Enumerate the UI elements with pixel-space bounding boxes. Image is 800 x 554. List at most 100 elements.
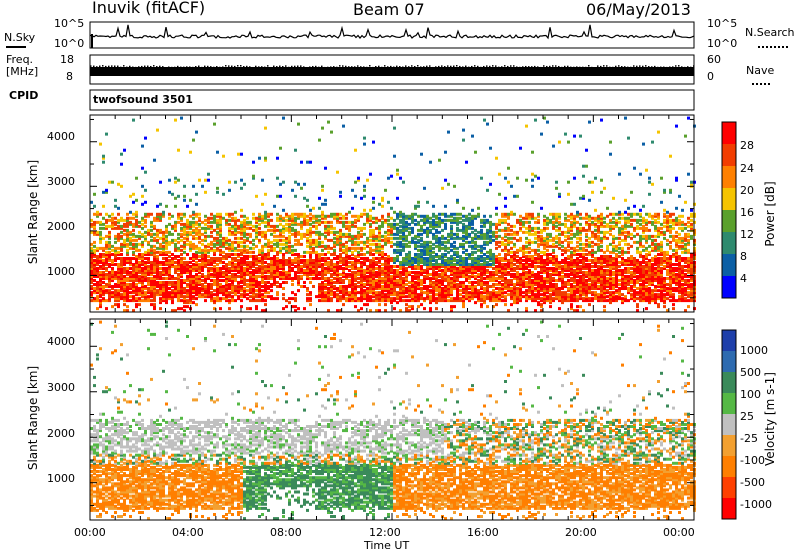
- power-pixel: [255, 232, 258, 236]
- power-pixel: [108, 275, 111, 278]
- power-pixel: [363, 226, 366, 230]
- power-pixel: [399, 295, 402, 299]
- power-pixel: [519, 277, 522, 280]
- power-pixel: [351, 214, 354, 218]
- power-pixel: [213, 259, 216, 262]
- power-pixel: [474, 236, 477, 240]
- power-pixel: [528, 291, 531, 295]
- power-pixel: [486, 242, 489, 246]
- power-pixel: [237, 295, 240, 299]
- power-pixel: [243, 291, 246, 295]
- station-title: Inuvik (fitACF): [92, 0, 206, 17]
- power-pixel: [108, 257, 111, 260]
- power-pixel: [540, 297, 543, 301]
- power-pixel: [324, 269, 327, 272]
- power-pixel: [114, 283, 117, 286]
- power-pixel: [474, 232, 477, 236]
- power-pixel: [174, 224, 177, 228]
- power-pixel: [105, 226, 108, 230]
- power-pixel: [507, 166, 510, 170]
- power-pixel: [465, 263, 468, 266]
- power-pixel: [147, 283, 150, 286]
- power-pixel: [168, 263, 171, 266]
- power-pixel: [129, 210, 132, 214]
- power-pixel: [411, 226, 414, 230]
- power-pixel: [408, 222, 411, 226]
- power-pixel: [225, 269, 228, 272]
- power-pixel: [174, 222, 177, 226]
- power-pixel: [393, 279, 396, 282]
- power-pixel: [474, 263, 477, 266]
- power-pixel: [315, 214, 318, 218]
- power-pixel: [117, 232, 120, 236]
- power-pixel: [252, 275, 255, 278]
- power-pixel: [297, 222, 300, 226]
- power-pixel: [303, 307, 306, 311]
- power-pixel: [351, 273, 354, 276]
- power-pixel: [519, 228, 522, 232]
- power-pixel: [114, 226, 117, 230]
- power-pixel: [162, 289, 165, 293]
- power-pixel: [294, 148, 297, 152]
- power-pixel: [129, 271, 132, 274]
- power-pixel: [444, 267, 447, 270]
- power-pixel: [324, 299, 327, 303]
- power-pixel: [267, 257, 270, 260]
- power-pixel: [444, 297, 447, 301]
- power-pixel: [459, 269, 462, 272]
- power-pixel: [372, 196, 375, 200]
- power-pixel: [417, 232, 420, 236]
- power-pixel: [300, 259, 303, 262]
- power-pixel: [174, 309, 177, 313]
- power-pixel: [447, 257, 450, 260]
- power-pixel: [504, 299, 507, 303]
- power-pixel: [210, 283, 213, 286]
- power-pixel: [168, 230, 171, 234]
- power-pixel: [240, 273, 243, 276]
- power-pixel: [471, 273, 474, 276]
- power-pixel: [171, 285, 174, 288]
- power-pixel: [378, 257, 381, 260]
- power-pixel: [399, 218, 402, 222]
- power-pixel: [429, 281, 432, 284]
- power-pixel: [168, 277, 171, 280]
- power-pixel: [420, 261, 423, 264]
- power-pixel: [525, 261, 528, 264]
- power-pixel: [492, 238, 495, 242]
- power-pixel: [504, 267, 507, 270]
- power-pixel: [162, 271, 165, 274]
- power-pixel: [279, 242, 282, 246]
- power-pixel: [282, 218, 285, 222]
- power-pixel: [321, 265, 324, 268]
- power-pixel: [468, 299, 471, 303]
- power-pixel: [228, 267, 231, 270]
- power-pixel: [153, 238, 156, 242]
- power-pixel: [351, 283, 354, 286]
- power-pixel: [216, 271, 219, 274]
- power-pixel: [399, 230, 402, 234]
- power-pixel: [189, 261, 192, 264]
- power-pixel: [204, 226, 207, 230]
- power-pixel: [144, 279, 147, 282]
- power-pixel: [468, 291, 471, 295]
- power-pixel: [516, 259, 519, 262]
- power-pixel: [408, 289, 411, 293]
- power-pixel: [330, 261, 333, 264]
- power-pixel: [489, 259, 492, 262]
- power-pixel: [345, 287, 348, 290]
- power-pixel: [306, 214, 309, 218]
- power-pixel: [258, 283, 261, 286]
- power-pixel: [510, 236, 513, 240]
- power-pixel: [282, 224, 285, 228]
- power-pixel: [96, 269, 99, 272]
- power-pixel: [129, 216, 132, 220]
- power-pixel: [156, 269, 159, 272]
- power-pixel: [534, 279, 537, 282]
- power-pixel: [495, 259, 498, 262]
- power-pixel: [447, 285, 450, 288]
- power-pixel: [363, 257, 366, 260]
- power-pixel: [195, 253, 198, 256]
- power-pixel: [513, 250, 516, 254]
- power-pixel: [198, 277, 201, 280]
- power-pixel: [123, 244, 126, 248]
